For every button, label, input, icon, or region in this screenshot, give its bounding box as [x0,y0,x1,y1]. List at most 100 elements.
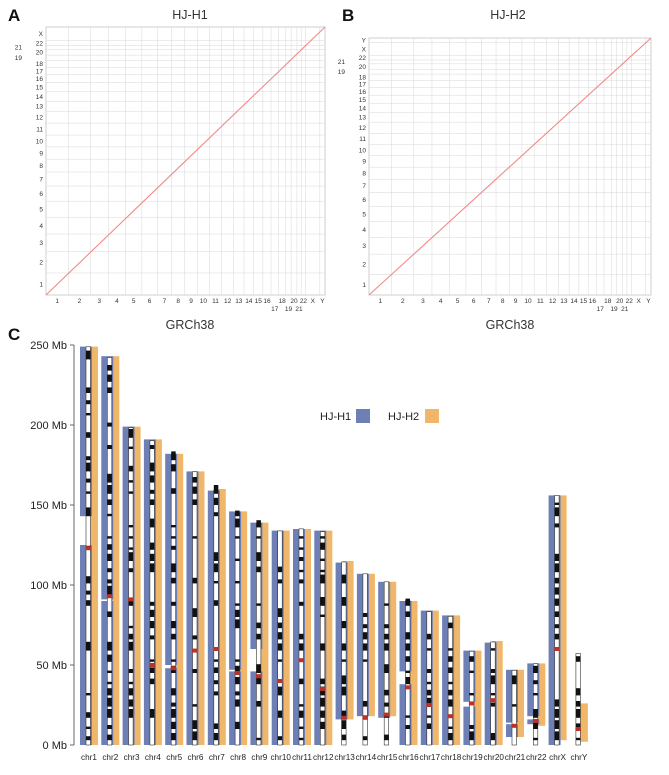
dotplot-b-y-tick-label: 5 [362,212,366,219]
dotplot-a-y-tick-label: 12 [36,115,44,122]
cytoband [213,581,219,584]
cytoband [299,643,304,651]
cytoband [86,576,91,584]
chromosome-label: chr22 [526,753,547,762]
cytoband [107,697,112,707]
cytoband [128,552,134,561]
centromere-band [277,679,283,683]
centromere-band [255,674,262,679]
cytoband [86,462,91,472]
cytoband [554,624,560,629]
dotplot-b-x-tick-label: Y [646,298,651,305]
chromosome-label: chrY [570,753,587,762]
cytoband [554,587,560,595]
dotplot-b-y-tick-label: 3 [362,243,366,250]
cytoband [320,558,325,561]
cytoband [299,536,304,539]
cytoband [107,670,112,673]
karyo-y-tick-label: 200 Mb [30,420,67,432]
dotplot-a-x-tick-label: 20 [290,298,298,305]
dotplot-a-x-tick-label: 5 [132,298,136,305]
cytoband [405,598,410,606]
cytoband [256,677,261,685]
chromosome-ideogram [511,669,517,746]
cytoband [192,499,197,505]
hj-h2-segment [491,641,503,745]
dotplot-a-x-tick-label: 22 [300,298,308,305]
cytoband [341,621,347,629]
cytoband [448,733,453,741]
cytoband [171,721,176,729]
cytoband [256,664,261,673]
panel-letter-c: C [8,325,20,344]
cytoband [277,622,283,629]
cytoband [299,547,304,550]
cytoband [362,659,368,662]
cytoband [128,709,134,718]
cytoband [171,577,176,584]
centromere-band [319,687,326,691]
cytoband [107,536,112,539]
cytoband [235,536,240,539]
cytoband [86,350,91,360]
cytoband [448,681,453,685]
cytoband [149,445,155,449]
cytoband [192,635,197,640]
cytoband [149,542,155,550]
centromere-band [106,594,113,599]
cytoband [235,510,240,517]
dotplot-a-y-tick-label: 7 [39,176,43,183]
cytoband [469,731,474,741]
chromosome-label: chr18 [441,753,462,762]
dotplot-b-y-tick-label: 14 [359,105,367,112]
cytoband [448,656,453,662]
cytoband [554,720,560,729]
cytoband [107,513,112,517]
dotplot-b-y-tick-label: X [362,47,367,54]
cytoband [405,656,410,662]
dotplot-a-x-tick-label: 7 [163,298,167,305]
cytoband [320,569,325,573]
chromosome-label: chr15 [377,753,398,762]
dotplot-b-y-tick-label: 10 [359,147,367,154]
dotplot-b-y-tick-label: 12 [359,125,367,132]
centromere-band [362,715,368,720]
cytoband [107,725,112,729]
dotplot-a-x-tick-label: 10 [200,298,208,305]
hj-h2-segment [406,601,418,745]
cytoband [554,577,560,584]
cytoband [575,737,581,741]
centromere-band [128,597,134,602]
cytoband [299,569,304,573]
hj-h2-segment [342,561,354,720]
cytoband [171,563,176,573]
dotplot-b-y-tick-label: 22 [359,55,367,62]
centromere-band [490,698,496,703]
cytoband [86,507,91,517]
dotplot-a-x-tick-label: 14 [245,298,253,305]
centromere-band [149,663,155,667]
dotplot-a-x-tick-label: 18 [279,298,287,305]
cytoband [277,710,283,718]
chromosome-ideogram [554,495,560,746]
cytoband [320,574,325,584]
cytoband [86,641,91,651]
cytoband [277,608,283,617]
cytoband [341,574,347,584]
cytoband [86,736,91,741]
chromosome-ideogram [383,581,390,746]
dotplot-a-x-tick-label: 13 [235,298,243,305]
cytoband [149,667,155,673]
chromosome-label: chr9 [251,753,267,762]
cytoband [171,709,176,718]
cytoband [192,731,197,741]
hj-h2-segment [193,471,205,745]
cytoband [171,733,176,741]
cytoband [149,489,155,494]
hj-h2-segment [513,669,524,737]
cytoband [128,525,134,528]
cytoband [490,675,496,685]
cytoband [554,502,560,505]
dotplot-b-x-tick-label: X [636,298,641,305]
hj-h2-segment [300,529,311,745]
